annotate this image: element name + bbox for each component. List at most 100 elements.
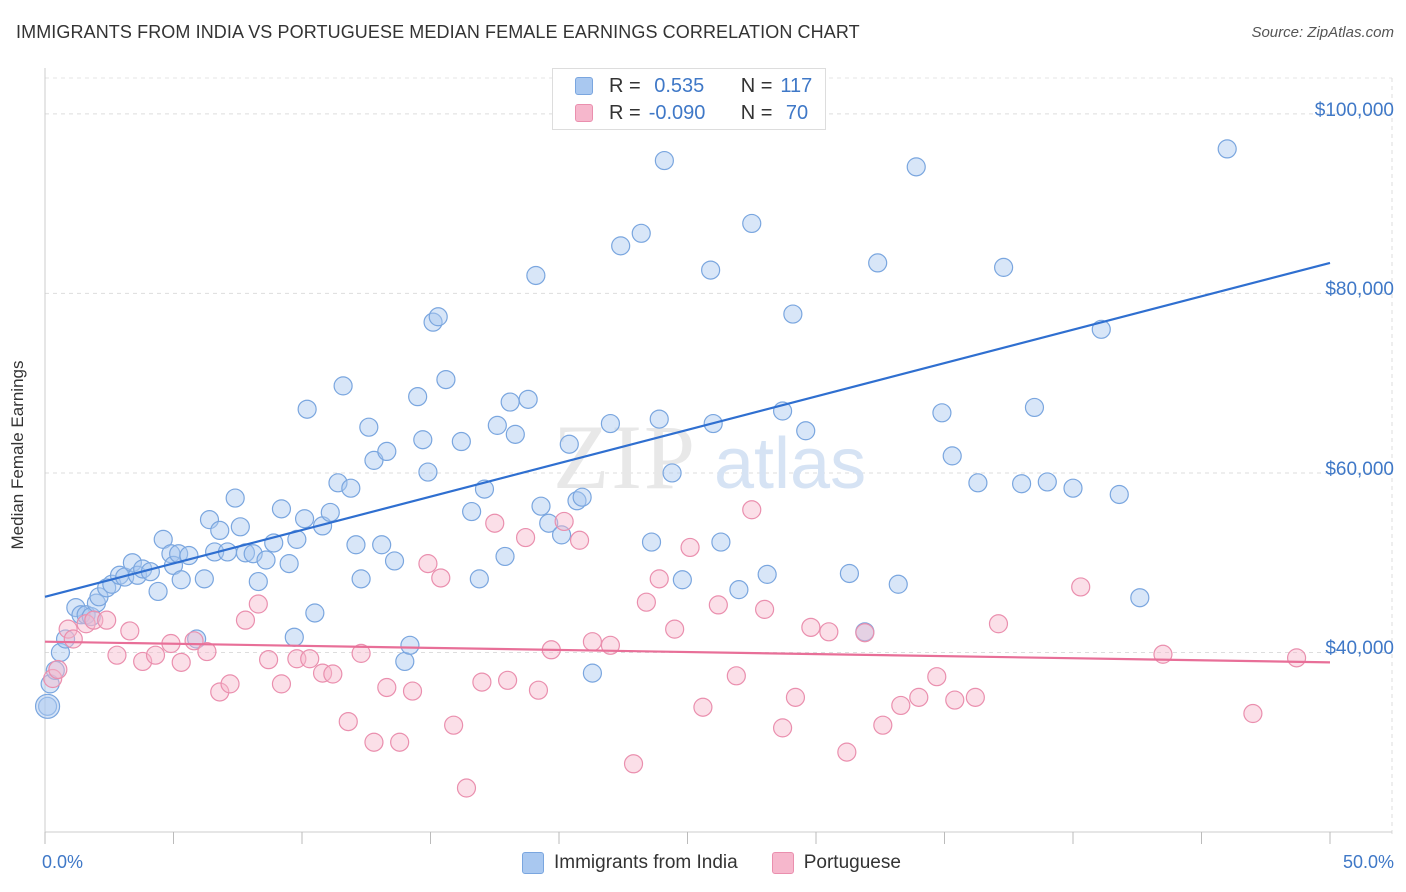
portuguese-point	[107, 645, 127, 665]
x-tick-label-max: 50.0%	[1342, 852, 1394, 872]
portuguese-point	[891, 695, 911, 716]
india-point	[320, 502, 340, 523]
india-point	[729, 580, 749, 600]
india-point	[942, 446, 962, 466]
india-point	[932, 403, 952, 423]
india-point	[906, 157, 926, 177]
portuguese-point	[855, 623, 875, 643]
portuguese-point	[873, 715, 893, 735]
india-point	[1037, 472, 1057, 492]
portuguese-point	[680, 537, 700, 558]
india-point	[672, 570, 692, 590]
india-point	[1130, 588, 1150, 608]
india-point	[572, 487, 592, 507]
series-legend-portuguese[interactable]: Portuguese	[771, 852, 901, 874]
india-point	[400, 635, 420, 655]
portuguese-point	[377, 677, 397, 698]
legend-swatch-india	[575, 77, 593, 95]
india-point	[469, 569, 489, 589]
portuguese-point	[528, 680, 549, 700]
india-point	[518, 389, 538, 409]
portuguese-point	[210, 682, 230, 702]
india-point	[408, 387, 428, 407]
portuguese-point	[197, 641, 217, 662]
india-point	[559, 434, 579, 454]
portuguese-point	[300, 649, 320, 669]
india-point	[297, 399, 317, 419]
india-point	[418, 462, 438, 482]
series-swatch-india	[522, 852, 544, 874]
india-point	[742, 213, 762, 234]
india-point	[495, 546, 515, 567]
portuguese-point	[248, 594, 268, 614]
india-point	[1091, 319, 1111, 339]
legend-r-label: R =	[609, 101, 641, 124]
portuguese-point	[351, 643, 371, 663]
portuguese-point	[623, 754, 644, 774]
series-legend-india[interactable]: Immigrants from India	[522, 852, 738, 874]
portuguese-point	[171, 652, 191, 672]
india-point	[711, 532, 731, 552]
india-point	[526, 265, 546, 286]
series-india-points	[34, 139, 1237, 719]
portuguese-point	[271, 674, 292, 694]
portuguese-point	[97, 610, 117, 630]
portuguese-point	[909, 687, 929, 707]
india-point	[328, 473, 348, 493]
india-point	[757, 564, 777, 584]
portuguese-point	[1243, 703, 1263, 724]
portuguese-point	[742, 500, 762, 520]
india-point	[256, 550, 276, 570]
legend-n-value: 70	[780, 101, 809, 124]
india-point	[968, 473, 988, 493]
portuguese-point	[801, 617, 821, 637]
india-point	[1063, 478, 1083, 498]
portuguese-point	[569, 530, 590, 550]
india-point	[531, 496, 551, 516]
india-point	[428, 307, 448, 327]
portuguese-point	[418, 554, 438, 574]
india-point	[436, 370, 456, 390]
portuguese-point	[364, 732, 384, 752]
y-tick-label: $60,000	[1325, 458, 1394, 480]
portuguese-point	[515, 527, 536, 548]
portuguese-point	[48, 659, 68, 680]
portuguese-point	[726, 666, 746, 686]
india-point	[611, 236, 631, 256]
india-point	[372, 535, 392, 555]
india-point	[649, 409, 669, 429]
portuguese-point	[837, 742, 857, 762]
y-tick-label: $40,000	[1325, 638, 1394, 660]
india-point	[346, 535, 366, 555]
legend-r-value: 0.535	[648, 74, 705, 97]
india-point	[225, 488, 245, 508]
portuguese-point	[708, 595, 728, 615]
india-point	[839, 563, 860, 584]
portuguese-point	[43, 668, 63, 689]
chart-title: IMMIGRANTS FROM INDIA VS PORTUGUESE MEDI…	[16, 22, 860, 42]
trend-lines	[44, 261, 1331, 664]
y-tick-label: $80,000	[1325, 279, 1394, 301]
portuguese-point	[498, 670, 518, 690]
portuguese-point	[665, 619, 685, 639]
india-point	[148, 581, 168, 602]
portuguese-point	[338, 711, 358, 732]
india-point	[395, 651, 415, 672]
legend-swatch-portuguese	[575, 104, 593, 122]
legend-n-value: 117	[780, 74, 813, 97]
portuguese-point	[965, 687, 985, 707]
india-point	[305, 603, 325, 623]
india-point	[600, 413, 621, 434]
india-point	[271, 499, 292, 519]
india-point	[451, 431, 471, 452]
india-point	[248, 571, 268, 592]
india-point	[888, 574, 908, 594]
x-tick-label-min: 0.0%	[42, 852, 84, 872]
portuguese-point	[754, 599, 775, 619]
portuguese-point	[390, 732, 410, 752]
india-point	[210, 520, 230, 541]
watermark-zip: ZIP	[553, 406, 697, 508]
portuguese-point	[693, 697, 713, 717]
india-point	[539, 513, 559, 533]
india-point	[1011, 474, 1032, 494]
